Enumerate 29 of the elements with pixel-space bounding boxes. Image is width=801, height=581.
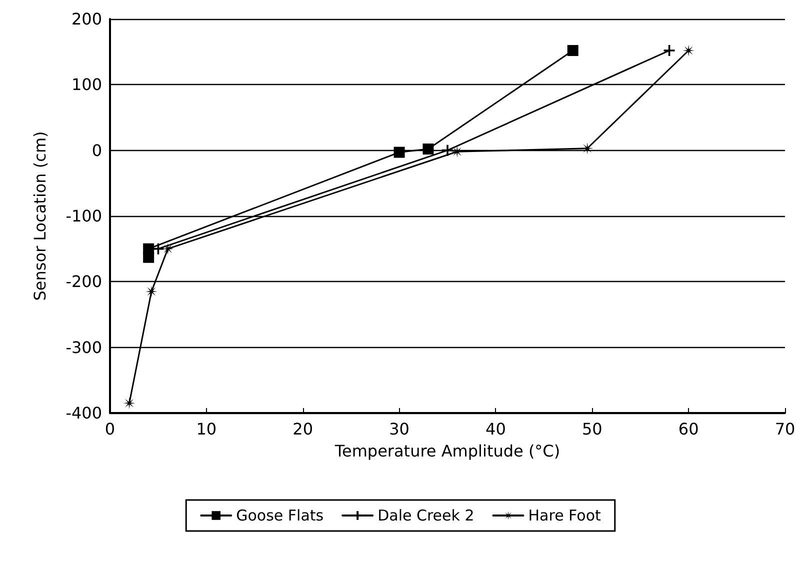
- legend-label: Hare Foot: [528, 506, 602, 524]
- y-tick-label: 100: [71, 75, 102, 94]
- point: [143, 243, 154, 254]
- x-tick-label: 30: [389, 420, 410, 438]
- point: [682, 44, 695, 57]
- x-axis-title: Temperature Amplitude (°C): [334, 442, 560, 460]
- y-tick-label: -200: [66, 272, 102, 292]
- x-tick-label: 60: [678, 420, 699, 438]
- y-tick-label: -400: [66, 404, 102, 422]
- point: [394, 146, 405, 158]
- x-tick-label: 0: [104, 420, 116, 438]
- x-tick-label: 20: [292, 420, 314, 438]
- x-tick-label: 10: [196, 420, 217, 438]
- point: [567, 45, 578, 56]
- x-tick-label: 50: [582, 420, 602, 438]
- y-tick-label: -100: [66, 206, 102, 226]
- point: [145, 286, 158, 298]
- point: [662, 44, 676, 57]
- point: [441, 144, 454, 157]
- y-tick-label: 0: [92, 140, 102, 160]
- y-axis-title: Sensor Location (cm): [30, 131, 50, 301]
- point: [123, 397, 136, 410]
- x-tick-label: 40: [486, 420, 506, 438]
- x-tick-label: 70: [774, 420, 796, 438]
- legend-label: Dale Creek 2: [378, 506, 474, 524]
- y-tick-label: 200: [71, 10, 102, 28]
- point: [422, 144, 434, 155]
- legend-label: Goose Flats: [236, 506, 324, 524]
- y-tick-label: -300: [66, 338, 102, 357]
